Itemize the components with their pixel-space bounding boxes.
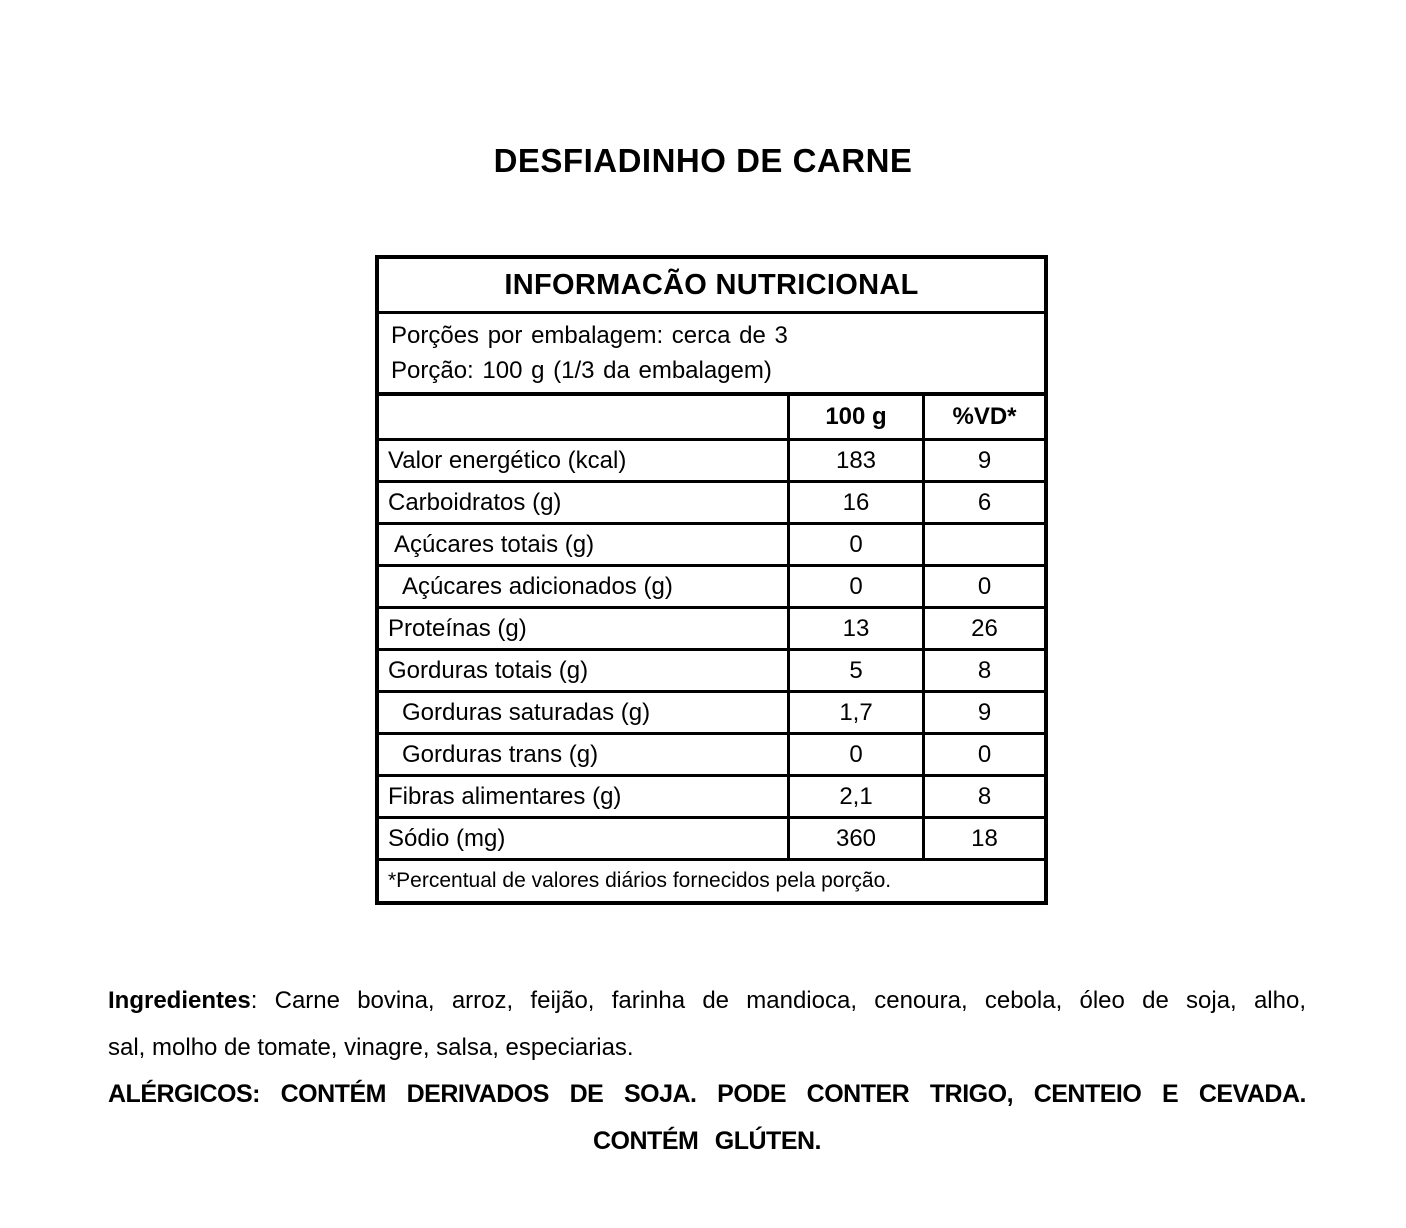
ingredients-line-2: sal, molho de tomate, vinagre, salsa, es… <box>108 1034 634 1061</box>
bottom-text-block: Ingredientes: Carne bovina, arroz, feijã… <box>108 977 1306 1165</box>
nutrient-amount: 183 <box>790 441 925 480</box>
daily-value-footnote: *Percentual de valores diários fornecido… <box>388 869 892 892</box>
nutrient-row-fiber: Fibras alimentares (g) 2,1 8 <box>379 777 1044 819</box>
nutrient-amount: 5 <box>790 651 925 690</box>
nutrient-dv: 0 <box>977 740 992 768</box>
nutrient-dv: 18 <box>971 824 998 852</box>
column-header-daily-value: %VD* <box>952 403 1017 430</box>
column-header-amount: 100 g <box>790 396 925 438</box>
nutrient-dv: 6 <box>977 488 992 516</box>
nutrition-table: INFORMACÃO NUTRICIONAL Porções por embal… <box>375 255 1048 905</box>
nutrient-label: Gorduras saturadas (g) <box>379 693 790 732</box>
gluten-statement: CONTÉM GLÚTEN. <box>593 1127 822 1155</box>
nutrient-amount: 360 <box>790 819 925 858</box>
nutrient-row-total-sugars: Açúcares totais (g) 0 <box>379 525 1044 567</box>
nutrient-row-sodium: Sódio (mg) 360 18 <box>379 819 1044 861</box>
nutrient-dv: 26 <box>971 614 998 642</box>
nutrient-dv: 0 <box>977 572 992 600</box>
nutrient-row-protein: Proteínas (g) 13 26 <box>379 609 1044 651</box>
nutrient-row-added-sugars: Açúcares adicionados (g) 0 0 <box>379 567 1044 609</box>
nutrient-amount: 1,7 <box>790 693 925 732</box>
serving-size: Porção: 100 g (1/3 da embalagem) <box>391 357 772 384</box>
nutrient-row-energy: Valor energético (kcal) 183 9 <box>379 441 1044 483</box>
ingredients-label: Ingredientes <box>108 987 251 1014</box>
ingredients-text: : Carne bovina, arroz, feijão, farinha d… <box>250 987 1306 1014</box>
nutrient-amount: 13 <box>790 609 925 648</box>
nutrient-row-trans-fat: Gorduras trans (g) 0 0 <box>379 735 1044 777</box>
nutrient-amount: 0 <box>790 525 925 564</box>
servings-info: Porções por embalagem: cerca de 3 Porção… <box>379 314 1044 396</box>
nutrient-amount: 0 <box>790 735 925 774</box>
nutrient-row-carbs: Carboidratos (g) 16 6 <box>379 483 1044 525</box>
nutrient-amount: 16 <box>790 483 925 522</box>
product-title: DESFIADINHO DE CARNE <box>493 142 913 179</box>
ingredients-line-1: Ingredientes: Carne bovina, arroz, feijã… <box>108 977 1306 1024</box>
nutrient-dv: 8 <box>977 656 992 684</box>
nutrient-label: Proteínas (g) <box>379 609 790 648</box>
nutrient-amount: 0 <box>790 567 925 606</box>
nutrient-label: Gorduras totais (g) <box>379 651 790 690</box>
nutrient-label: Açúcares adicionados (g) <box>379 567 790 606</box>
nutrition-table-header: INFORMACÃO NUTRICIONAL <box>379 259 1044 314</box>
nutrient-dv <box>925 525 1044 564</box>
column-header-row: 100 g %VD* <box>379 396 1044 441</box>
nutrient-dv: 9 <box>977 446 992 474</box>
nutrient-row-saturated-fat: Gorduras saturadas (g) 1,7 9 <box>379 693 1044 735</box>
column-header-blank <box>379 396 790 438</box>
nutrient-label: Valor energético (kcal) <box>379 441 790 480</box>
allergen-statement: ALÉRGICOS: CONTÉM DERIVADOS DE SOJA. POD… <box>108 1080 1306 1108</box>
nutrient-label: Carboidratos (g) <box>379 483 790 522</box>
nutrient-dv: 8 <box>977 782 992 810</box>
nutrient-amount: 2,1 <box>790 777 925 816</box>
servings-per-package: Porções por embalagem: cerca de 3 <box>391 322 788 349</box>
nutrient-label: Gorduras trans (g) <box>379 735 790 774</box>
nutrient-dv: 9 <box>977 698 992 726</box>
nutrient-label: Sódio (mg) <box>379 819 790 858</box>
nutrient-label: Fibras alimentares (g) <box>379 777 790 816</box>
nutrient-label: Açúcares totais (g) <box>379 525 790 564</box>
nutrient-row-total-fat: Gorduras totais (g) 5 8 <box>379 651 1044 693</box>
